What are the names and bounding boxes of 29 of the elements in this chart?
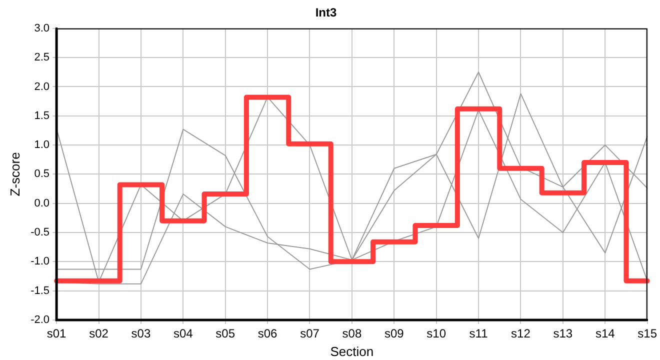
x-tick-label: s11	[469, 326, 488, 341]
x-tick-label: s12	[511, 326, 531, 341]
x-tick-label: s07	[300, 326, 320, 341]
y-tick-label: 3.0	[34, 22, 50, 34]
y-tick-label: -1.5	[30, 284, 50, 297]
y-tick-label: 1.0	[34, 139, 50, 152]
y-tick-label: -0.5	[30, 226, 50, 239]
y-tick-label: -2.0	[30, 314, 50, 326]
x-tick-label: s03	[131, 326, 151, 341]
y-tick-label: 2.0	[34, 80, 50, 93]
y-tick-label: 0.0	[34, 197, 50, 210]
x-tick-label: s04	[173, 326, 194, 341]
x-tick-label: s14	[595, 326, 616, 341]
y-tick-label: -1.0	[30, 256, 50, 268]
y-tick-label: 2.5	[34, 52, 50, 64]
x-axis-title: Section	[330, 344, 374, 359]
y-tick-label: 0.5	[34, 168, 50, 180]
x-tick-label: s06	[258, 326, 278, 341]
x-tick-label: s15	[638, 326, 658, 341]
y-tick-label: 1.5	[34, 110, 50, 122]
chart-title: Int3	[315, 6, 337, 20]
x-tick-label: s01	[46, 326, 67, 341]
x-tick-label: s10	[426, 326, 446, 341]
x-tick-label: s13	[553, 326, 573, 341]
x-tick-label: s08	[342, 326, 362, 341]
y-axis-title: Z-score	[7, 152, 22, 196]
x-tick-label: s05	[216, 326, 236, 341]
x-tick-label: s09	[384, 326, 404, 341]
x-tick-label: s02	[89, 326, 109, 341]
